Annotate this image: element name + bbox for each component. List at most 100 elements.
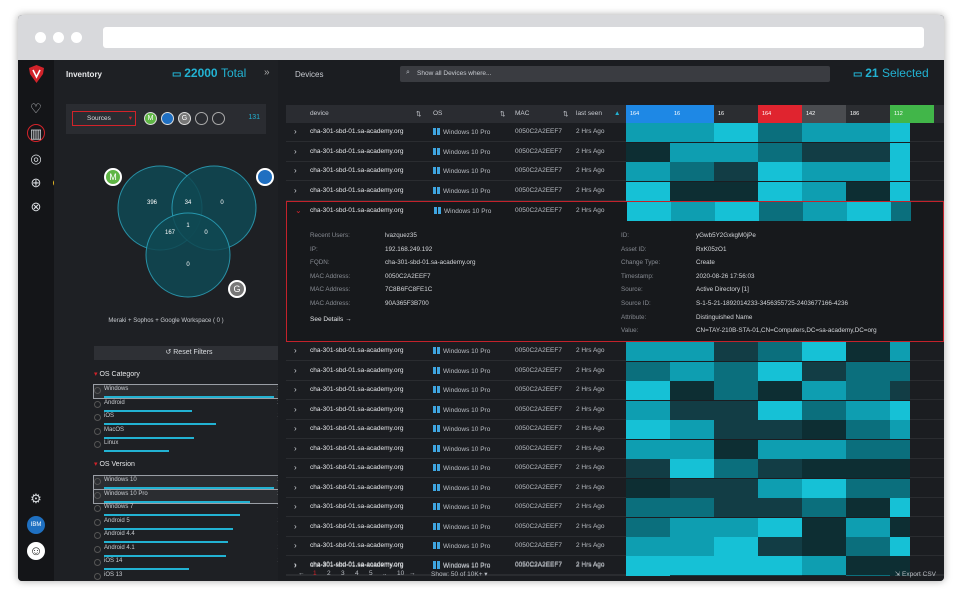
heatmap-cell[interactable]: [758, 142, 802, 162]
heatmap-cell[interactable]: [890, 459, 910, 478]
table-row[interactable]: › cha-301-sbd-01.sa-academy.org Windows 10…: [286, 400, 944, 420]
heatmap-cell[interactable]: [714, 162, 758, 181]
chevron-down-icon[interactable]: ⌄: [295, 206, 302, 215]
heatmap-cell[interactable]: [758, 361, 802, 381]
heatmap-cell[interactable]: [802, 517, 846, 537]
checkbox-icon[interactable]: [94, 414, 101, 421]
device-name[interactable]: cha-301-sbd-01.sa-academy.org: [310, 561, 404, 568]
heatmap-cell[interactable]: [714, 142, 758, 162]
heatmap-cell[interactable]: [846, 342, 890, 361]
device-name[interactable]: cha-301-sbd-01.sa-academy.org: [310, 503, 404, 510]
checkbox-icon[interactable]: [94, 559, 101, 566]
heatmap-cell[interactable]: [714, 537, 758, 556]
table-row[interactable]: › cha-301-sbd-01.sa-academy.org Windows 10…: [286, 420, 944, 439]
chevron-right-icon[interactable]: ›: [294, 404, 297, 414]
heatmap-cell[interactable]: [758, 162, 802, 181]
window-dot[interactable]: [71, 32, 82, 43]
heatmap-cell[interactable]: [802, 556, 846, 575]
device-name[interactable]: cha-301-sbd-01.sa-academy.org: [310, 366, 404, 374]
device-name[interactable]: cha-301-sbd-01.sa-academy.org: [310, 542, 404, 549]
heatmap-cell[interactable]: [890, 537, 910, 556]
source-column-badge[interactable]: 142: [802, 105, 846, 123]
see-details-link[interactable]: See Details →: [310, 316, 352, 323]
checkbox-icon[interactable]: [94, 518, 101, 526]
device-name[interactable]: cha-301-sbd-01.sa-academy.org: [310, 167, 404, 174]
heatmap-cell[interactable]: [890, 517, 910, 537]
heatmap-cell[interactable]: [670, 123, 714, 142]
col-mac[interactable]: MAC: [515, 110, 530, 117]
heatmap-cell[interactable]: [714, 556, 758, 575]
heatmap-cell[interactable]: [846, 162, 890, 181]
heatmap-cell[interactable]: [758, 342, 802, 361]
user-avatar-icon[interactable]: ☺: [27, 542, 45, 560]
chevron-right-icon[interactable]: ›: [294, 560, 297, 569]
collapse-icon[interactable]: »: [264, 67, 270, 78]
heatmap-cell[interactable]: [802, 142, 846, 162]
heatmap-cell[interactable]: [890, 142, 910, 162]
heatmap-cell[interactable]: [626, 439, 670, 459]
page-size-select[interactable]: Show: 50 of 10K+ ▾: [431, 571, 488, 578]
sources-dropdown[interactable]: Sources ▾: [72, 111, 136, 126]
heatmap-cell[interactable]: [626, 400, 670, 420]
heatmap-cell[interactable]: [714, 498, 758, 517]
heatmap-cell[interactable]: [626, 459, 670, 478]
heatmap-cell[interactable]: [626, 162, 670, 181]
source-column-badge[interactable]: 16: [670, 105, 714, 123]
heatmap-cell[interactable]: [890, 498, 910, 517]
heatmap-cell[interactable]: [670, 181, 714, 201]
checkbox-icon[interactable]: [94, 505, 101, 512]
heatmap-cell[interactable]: [802, 361, 846, 381]
heatmap-cell[interactable]: [670, 459, 714, 478]
source-column-badge[interactable]: 112: [890, 105, 934, 123]
facet-row[interactable]: Windows 10 Pro21: [93, 488, 285, 504]
heatmap-cell[interactable]: [626, 556, 670, 575]
heatmap-cell[interactable]: [759, 202, 803, 221]
heatmap-cell[interactable]: [802, 162, 846, 181]
device-name[interactable]: cha-301-sbd-01.sa-academy.org: [310, 186, 404, 194]
heatmap-cell[interactable]: [758, 181, 802, 201]
sophos-icon[interactable]: [161, 112, 174, 125]
heatmap-cell[interactable]: [626, 142, 670, 162]
heatmap-cell[interactable]: [846, 123, 890, 142]
chevron-right-icon[interactable]: ›: [294, 443, 297, 453]
heatmap-cell[interactable]: [670, 162, 714, 181]
heatmap-cell[interactable]: [714, 342, 758, 361]
heatmap-cell[interactable]: [670, 142, 714, 162]
empty-source-icon[interactable]: [195, 112, 208, 125]
heatmap-cell[interactable]: [670, 439, 714, 459]
facet-row[interactable]: Linux7: [94, 439, 284, 452]
heatmap-cell[interactable]: [670, 342, 714, 361]
empty-source-icon[interactable]: [212, 112, 225, 125]
chevron-right-icon[interactable]: ›: [294, 541, 297, 550]
checkbox-icon[interactable]: [94, 572, 101, 580]
ibm-icon[interactable]: IBM: [27, 516, 45, 534]
heatmap-cell[interactable]: [626, 537, 670, 556]
heatmap-cell[interactable]: [846, 381, 890, 400]
table-row[interactable]: › cha-301-sbd-01.sa-academy.org Windows 10…: [286, 459, 944, 478]
source-column-badge[interactable]: 16: [714, 105, 758, 123]
facet-row[interactable]: Windows 1025: [93, 475, 285, 490]
heatmap-cell[interactable]: [670, 478, 714, 498]
heatmap-cell[interactable]: [714, 439, 758, 459]
table-row[interactable]: › cha-301-sbd-01.sa-academy.org Windows 10…: [286, 439, 944, 459]
table-row[interactable]: › cha-301-sbd-01.sa-academy.org Windows 10…: [286, 142, 944, 162]
chevron-right-icon[interactable]: ›: [294, 482, 297, 492]
table-row[interactable]: › cha-301-sbd-01.sa-academy.org Windows 10…: [286, 517, 944, 537]
heatmap-cell[interactable]: [846, 498, 890, 517]
heatmap-cell[interactable]: [670, 537, 714, 556]
heatmap-cell[interactable]: [802, 123, 846, 142]
checkbox-icon[interactable]: [94, 491, 101, 499]
heatmap-cell[interactable]: [714, 459, 758, 478]
heatmap-cell[interactable]: [626, 498, 670, 517]
heatmap-cell[interactable]: [846, 142, 890, 162]
device-name[interactable]: cha-301-sbd-01.sa-academy.org: [310, 522, 404, 530]
chevron-right-icon[interactable]: ›: [294, 502, 297, 511]
gear-icon[interactable]: ⚙: [30, 491, 42, 506]
source-column-badge[interactable]: 164: [626, 105, 670, 123]
chevron-right-icon[interactable]: ›: [294, 424, 297, 433]
facet-row[interactable]: iOS 1410: [94, 557, 284, 570]
heatmap-cell[interactable]: [802, 537, 846, 556]
google-icon[interactable]: G: [178, 112, 191, 125]
heatmap-cell[interactable]: [714, 517, 758, 537]
device-name[interactable]: cha-301-sbd-01.sa-academy.org: [310, 128, 404, 135]
